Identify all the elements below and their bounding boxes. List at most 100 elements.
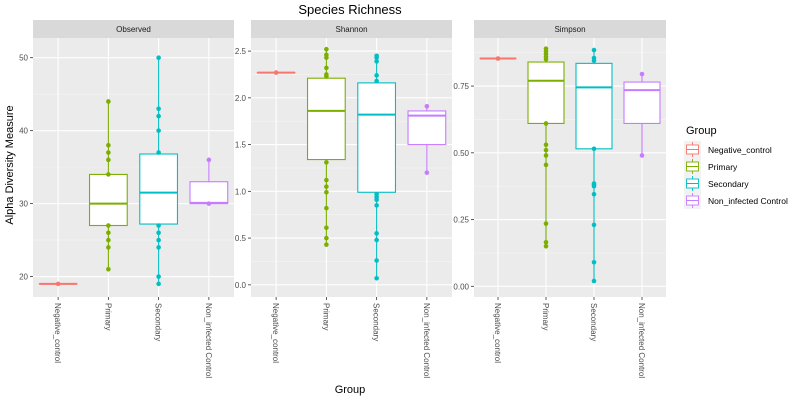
data-point [374,275,379,281]
x-tick-label: Negative_control [493,303,502,363]
legend-label: Primary [708,162,738,172]
data-point [206,157,212,163]
facet-strip [474,20,666,38]
data-point [156,150,161,155]
x-tick-label: Non_infected Control [204,303,213,378]
data-point [106,237,111,243]
data-point [324,65,329,71]
box-iqr [88,173,128,227]
data-point [374,53,379,59]
data-point [591,259,597,265]
box-iqr [139,153,179,225]
chart-title: Species Richness [298,2,402,17]
y-tick-label: 0.00 [453,282,469,291]
box-iqr [575,62,613,150]
legend-label: Negative_control [708,145,772,155]
data-point [591,55,597,61]
data-point [591,146,597,152]
facet-panel-shannon: Shannon 0.0 0.5 1.0 1.5 2.0 2.5 Negative_contro… [235,20,452,378]
y-tick-label: 2.5 [235,47,247,56]
facet-strip-label: Observed [116,25,151,34]
data-point [156,106,161,112]
data-point [591,191,597,197]
y-tick-label: 0.25 [453,216,469,225]
data-point [273,70,279,75]
data-point [374,191,379,197]
x-tick-label: Non_infected Control [422,303,431,378]
box-negative-control [256,70,296,75]
box-iqr [527,61,565,124]
data-point [106,172,111,177]
data-point [374,237,379,243]
data-point [424,170,430,175]
y-tick-label: 1.5 [235,141,247,150]
data-point [543,153,549,158]
data-point [374,59,379,64]
facet-strip [33,20,234,38]
box-non-infected-control [407,103,447,175]
data-point [156,245,161,250]
legend-title: Group [686,125,717,137]
legend-item: Primary [684,158,738,175]
data-point [543,121,549,126]
data-point [106,230,111,236]
data-point [324,52,329,58]
facet-panel-simpson: Simpson 0.00 0.25 0.50 0.75 Negative_control P… [453,20,666,378]
y-axis-title: Alpha Diversity Measure [4,105,16,224]
y-tick-label: 0.5 [235,234,247,243]
data-point [324,205,329,211]
data-point [374,73,379,78]
data-point [156,274,161,279]
box-non-infected-control [623,71,661,158]
data-point [374,258,379,263]
x-axis-title: Group [335,384,366,396]
data-point [543,243,549,249]
box-iqr [189,181,229,205]
data-point [543,142,549,148]
x-tick-label: Primary [103,303,112,331]
data-point [591,222,597,228]
y-tick-label: 0.75 [453,82,469,91]
x-tick-label: Primary [321,303,330,331]
box-primary [88,99,128,272]
box-secondary [139,55,179,287]
box-primary [306,46,346,247]
y-tick-label: 50 [19,54,28,63]
data-point [106,266,111,272]
panel-background [474,38,666,297]
data-point [106,99,111,104]
box-negative-control [38,281,78,287]
data-point [324,235,329,241]
data-point [324,225,329,231]
x-tick-label: Non_infected Control [637,303,646,378]
data-point [156,281,161,287]
y-tick-label: 20 [19,273,28,282]
panel-background [251,38,452,297]
box-primary [527,46,565,249]
data-point [55,281,61,287]
data-point [324,177,329,183]
data-point [543,221,549,226]
data-point [543,147,549,153]
box-secondary [575,47,613,284]
data-point [591,181,597,186]
facet-panel-observed: Observed 20 30 40 50 Negative_control Primary S… [19,20,234,378]
data-point [639,71,645,77]
data-point [324,189,329,195]
data-point [156,223,161,228]
x-tick-label: Secondary [154,303,163,341]
x-tick-label: Secondary [589,303,598,341]
x-tick-label: Negative_control [271,303,280,363]
data-point [424,103,430,109]
box-secondary [357,53,397,281]
data-point [156,55,161,60]
data-point [106,157,111,163]
data-point [106,223,111,228]
facet-strip-label: Simpson [554,25,585,34]
y-tick-label: 0.0 [235,281,247,290]
legend: Group Negative_control Primary Secondary No… [684,125,788,209]
data-point [156,230,161,236]
legend-label: Non_infected Control [708,196,788,206]
